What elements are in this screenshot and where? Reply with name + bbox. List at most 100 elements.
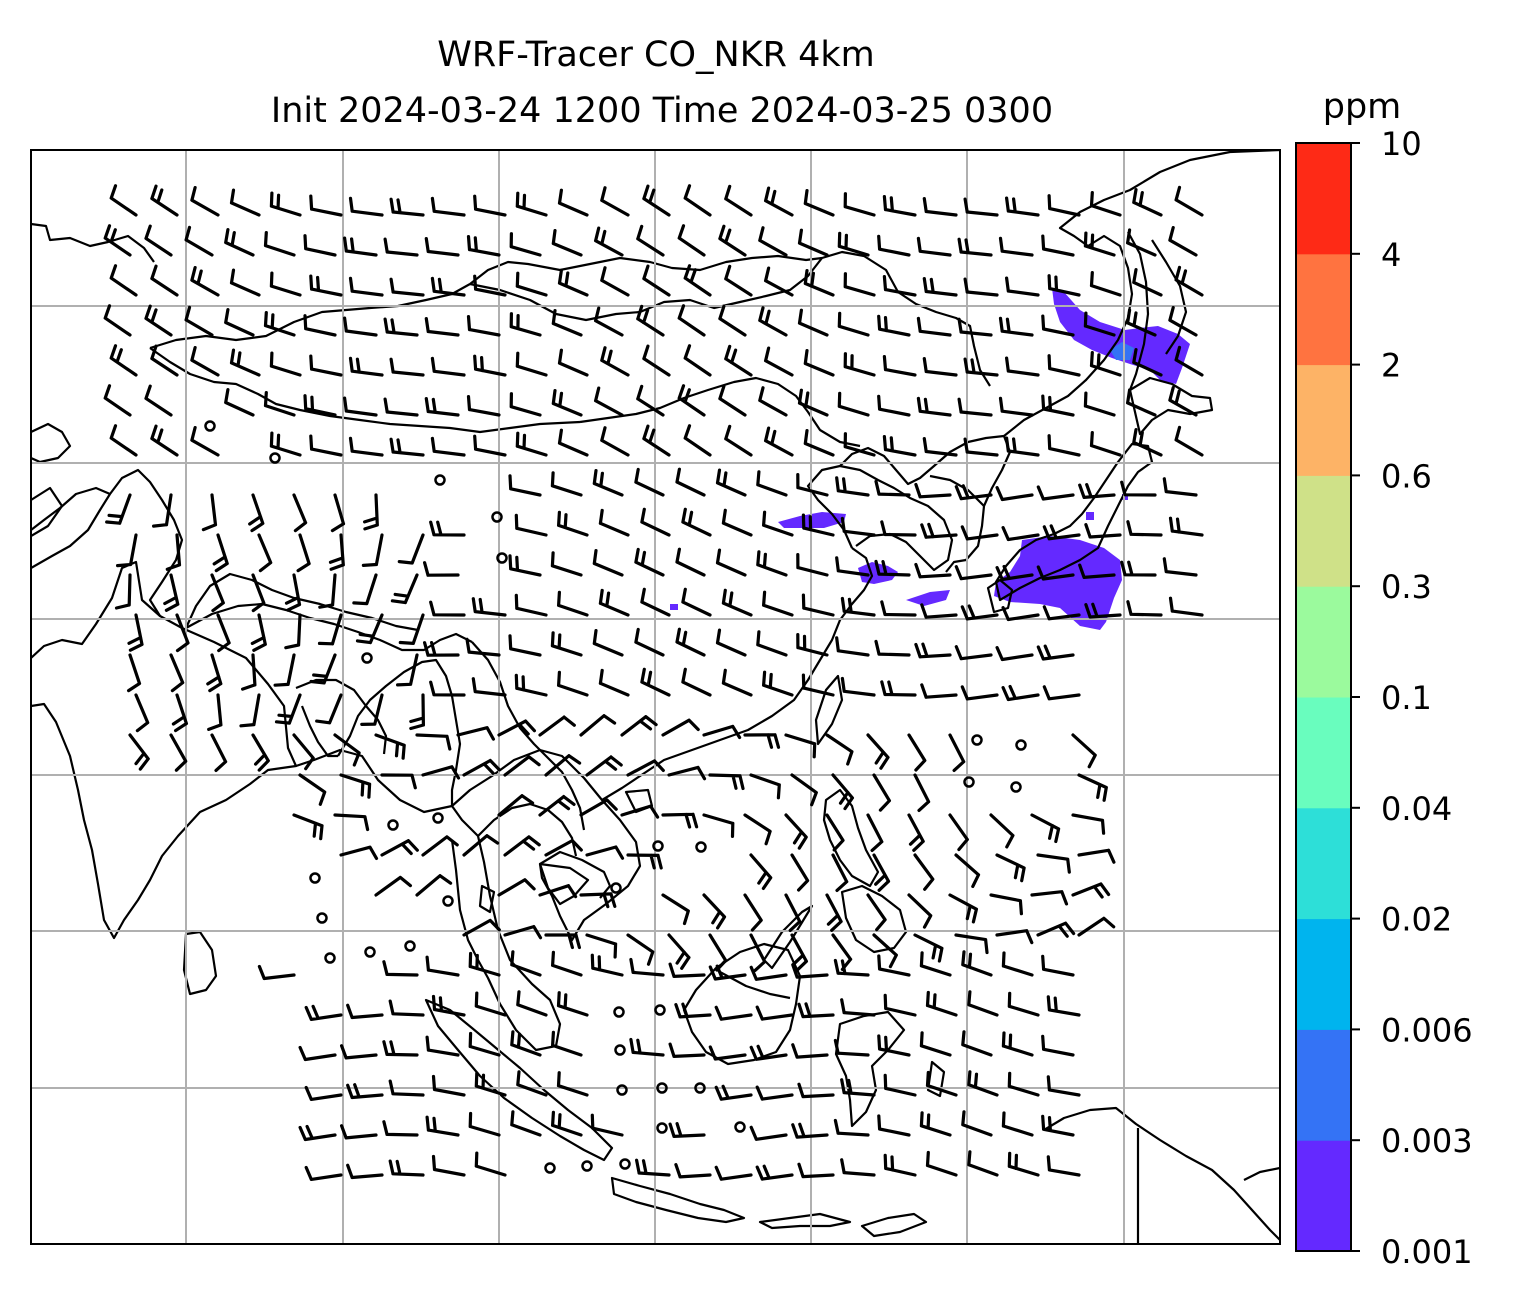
colorbar-segment [1296,807,1351,920]
wind-barb [298,1045,337,1062]
wind-barb [383,397,419,417]
colorbar: ppm 0.001 0.003 0.006 0.02 0.04 0.1 0.3 0.6 2 4 10 [1295,87,1473,1271]
wind-barb [702,724,742,740]
wind-barb [224,228,255,257]
coastline-caspian [31,222,155,263]
wind-barb [683,264,712,297]
border-bangladesh [300,705,338,758]
wind-barb [1036,485,1075,501]
wind-barb [201,493,218,532]
wind-barb [284,573,302,612]
wind-barb [801,513,835,537]
wind-barb [840,596,876,617]
colorbar-tick-label: 0.1 [1381,679,1432,717]
wind-barb [803,429,835,457]
wind-barb [257,964,296,981]
wind-barb [557,510,589,537]
wind-barb [473,434,507,457]
wind-barb [304,1085,343,1101]
wind-barb [343,236,378,257]
wind-barb [250,613,267,652]
wind-barb [557,428,589,457]
wind-barb [835,636,870,657]
wind-barb [421,835,459,857]
calm-wind-circle [581,1160,593,1172]
wind-barb [389,357,425,377]
coastline-andaman [478,884,496,914]
wind-barb [1084,523,1122,539]
wind-barb [1041,394,1075,417]
coastline-bohai [839,434,1005,486]
wind-barb [681,587,712,617]
wind-barb [784,733,817,759]
wind-barb [224,388,255,417]
wind-barb [825,813,845,852]
wind-barb [661,893,690,926]
wind-barb [1071,733,1097,769]
wind-barb [509,312,542,337]
wind-barb [790,773,818,807]
wind-barb [995,929,1034,945]
wind-barb [509,232,542,257]
wind-barb [913,773,931,812]
wind-barb [360,693,384,726]
wind-barb [544,839,583,857]
map-area [31,150,1280,1244]
wind-barb [175,613,190,653]
wind-barb [471,597,507,617]
wind-barb [1168,386,1198,417]
tracer-speck [670,604,678,610]
wind-barb [514,593,548,617]
wind-barb [907,813,925,852]
wind-barb [471,677,507,697]
wind-barb [423,641,460,657]
colorbar-tick-label: 4 [1381,236,1401,274]
wind-barb [509,392,542,417]
colorbar-segment [1296,253,1351,366]
coastline-indochina [451,748,642,942]
wind-barb [755,1085,794,1101]
wind-barb [796,633,829,657]
wind-barb [409,693,425,731]
wind-barb [764,346,794,377]
wind-barb [1036,853,1071,874]
wind-barb [954,565,993,581]
wind-barb [743,733,781,749]
wind-barb [1005,196,1040,217]
wind-barb [967,1150,999,1177]
wind-barb [190,186,220,217]
wind-barb [382,1040,419,1057]
wind-barb [840,1078,876,1097]
wind-barb [103,224,132,257]
wind-barb [961,1110,993,1137]
wind-barb [797,308,829,337]
wind-barb [1126,228,1157,257]
wind-barb [430,276,466,297]
calm-wind-circle [613,1006,625,1018]
wind-barb [116,533,138,568]
wind-barb [1174,185,1204,217]
wind-barb [995,646,1034,662]
wind-barb [468,951,501,977]
wind-barb [352,573,378,606]
wind-barb [755,1005,794,1021]
wind-barb [872,853,891,892]
wind-barb [165,533,182,571]
wind-barb [557,590,589,617]
wind-barb [361,533,384,567]
wind-barb [837,311,870,337]
wind-barb [803,189,835,217]
tracer-speck [1086,512,1094,520]
wind-barb [144,224,173,257]
coastline-new-guinea [1043,1106,1280,1241]
wind-barb [380,839,419,857]
wind-barb [1126,388,1157,417]
wind-barb [212,533,229,573]
country-borders [31,250,1140,1244]
wind-barb [374,733,406,760]
wind-barb [724,424,753,457]
wind-barb [677,304,706,337]
wind-barb [415,733,452,751]
calm-wind-circle [656,1082,668,1094]
